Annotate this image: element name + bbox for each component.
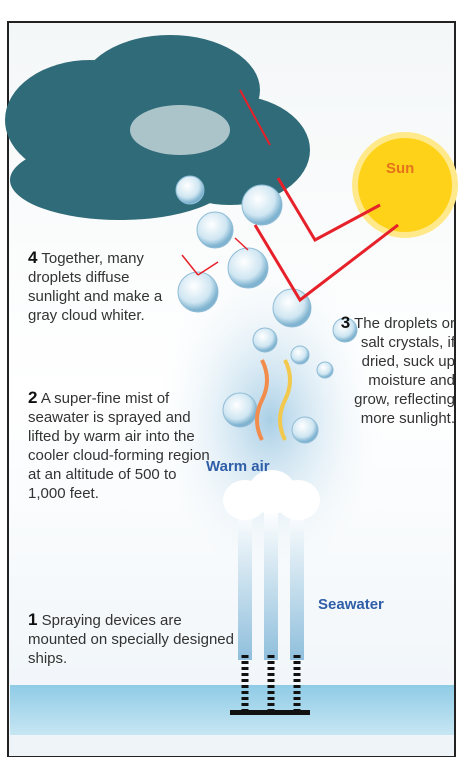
spray-columns	[238, 510, 304, 660]
step-number: 3	[341, 313, 350, 332]
ship	[230, 710, 310, 715]
step-number: 1	[28, 610, 37, 629]
step: 1 Spraying devices are mounted on specia…	[28, 610, 238, 668]
sun	[355, 135, 455, 235]
step-text: Together, many droplets diffuse sunlight…	[28, 250, 162, 324]
step-number: 2	[28, 388, 37, 407]
step: 3 The droplets or salt crystals, if drie…	[333, 313, 455, 428]
step-text: The droplets or salt crystals, if dried,…	[354, 315, 455, 427]
infographic: Sun Warm air Seawater 4 Together, many d…	[0, 0, 461, 757]
step-text: Spraying devices are mounted on speciall…	[28, 612, 234, 667]
step: 2 A super-fine mist of seawater is spray…	[28, 388, 218, 503]
step-text: A super-fine mist of seawater is sprayed…	[28, 390, 210, 502]
sun-label: Sun	[386, 160, 414, 177]
step-number: 4	[28, 248, 37, 267]
seawater-label: Seawater	[318, 596, 384, 613]
cloud-highlight	[130, 105, 230, 155]
step: 4 Together, many droplets diffuse sunlig…	[28, 248, 173, 325]
